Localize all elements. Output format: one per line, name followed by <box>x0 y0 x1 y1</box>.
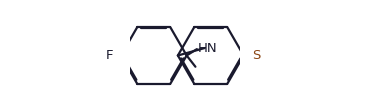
Text: F: F <box>106 49 113 62</box>
Text: S: S <box>252 49 260 62</box>
Text: HN: HN <box>198 42 218 55</box>
